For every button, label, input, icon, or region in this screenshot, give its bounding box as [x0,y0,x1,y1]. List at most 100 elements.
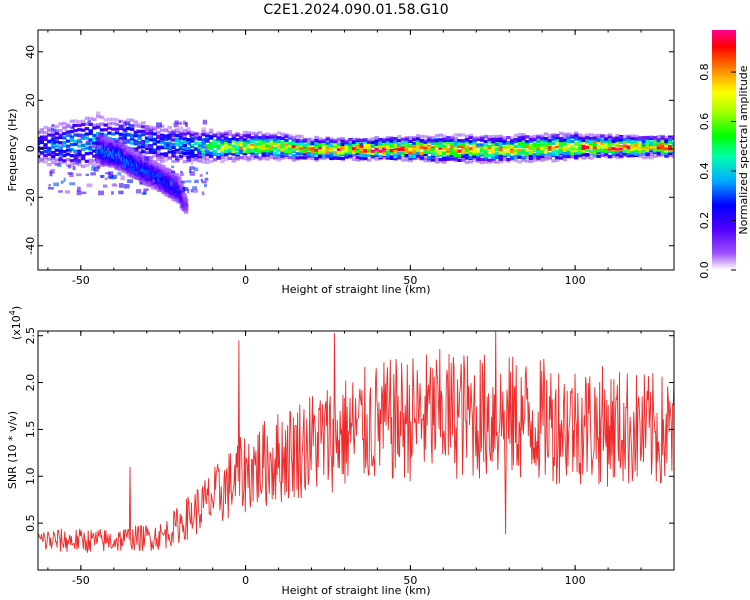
spectrogram-cell [446,138,451,142]
spectrogram-cell [656,143,662,147]
spectrogram-cell [96,131,101,136]
spectrogram-cell [144,131,150,135]
spectrogram-cell [58,152,63,156]
spectrogram-cell [160,128,165,132]
spectrogram-cell [528,156,534,160]
spectrogram-cell [54,136,59,140]
spectrogram-cell [367,142,372,146]
spectrogram-cell [190,158,195,162]
spectrogram-cell [167,145,172,149]
spectrogram-scatter-cell [73,151,76,155]
spectrogram-cell [62,159,67,163]
spectrogram-scatter-cell [185,122,188,127]
spectrogram-cell [318,155,323,159]
spectrogram-cell [600,138,605,142]
spectrogram-cell [385,150,391,154]
spectrogram-cell [547,152,552,156]
spectrogram-cell [374,147,379,151]
spectrogram-cell [111,132,116,136]
spectrogram-cell [374,153,379,158]
spectrogram-cell [453,145,458,149]
spectrogram-cell [163,152,169,156]
spectrogram-cell [385,136,391,140]
spectrogram-cell [449,149,455,153]
spectrogram-cell [382,151,387,155]
spectrogram-cell [615,144,620,149]
spectrogram-cell [374,142,379,146]
spectrogram-cell [536,144,541,148]
spectrogram-branch-cell [179,182,184,186]
spectrogram-cell [536,134,541,138]
spectrogram-cell [502,136,507,140]
spectrogram-scatter-cell [179,139,182,142]
spectrogram-cell [464,138,470,142]
spectrogram-cell [532,152,537,157]
spectrogram-cell [427,139,432,143]
spectrogram-cell [351,137,357,141]
spectrogram-scatter-cell [157,155,163,159]
spectrogram-cell [220,140,225,144]
spectrogram-cell [498,151,504,155]
spectrogram-cell [378,142,383,146]
spectrogram-cell [92,117,97,121]
spectrogram-cell [39,127,44,132]
spectrogram-cell [43,143,48,147]
spectrogram-cell [43,146,48,150]
spectrogram-cell [69,154,75,158]
spectrogram-cell [246,139,251,143]
spectrogram-scatter-cell [76,190,82,196]
spectrogram-cell [84,127,90,131]
spectrogram-cell [430,141,436,145]
spectrogram-cell [280,156,285,160]
spectrogram-cell [419,145,425,150]
spectrogram-scatter-cell [152,179,155,184]
spectrogram-cell [242,130,248,134]
spectrogram-cell [156,140,161,144]
spectrogram-cell [630,136,635,140]
spectrogram-scatter-cell [121,142,126,145]
spectrogram-cell [201,143,206,147]
spectrogram-cell [306,137,312,141]
snr-scale-exponent: 4 [8,310,17,315]
spectrogram-scatter-cell [93,133,96,138]
spectrogram-cell [461,147,466,151]
spectrogram-cell [543,146,549,150]
spectrogram-branch-cell [182,193,187,197]
spectrogram-cell [291,141,297,145]
spectrogram-cell [532,134,537,138]
spectrogram-cell [367,145,372,149]
spectrogram-scatter-cell [166,143,170,148]
spectrogram-scatter-cell [69,172,74,177]
spectrogram-cell [562,154,568,158]
spectrogram-cell [461,133,466,137]
spectrogram-scatter-cell [126,132,132,137]
spectrogram-cell [242,134,248,138]
spectrogram-cell [208,128,214,132]
spectrogram-cell [446,155,451,159]
spectrogram-cell [205,153,210,157]
spectrogram-cell [653,136,658,140]
spectrogram-ylabel: Frequency (Hz) [6,109,19,192]
spectrogram-cell [261,136,266,141]
spectrogram-cell [430,154,436,158]
spectrogram-cell [47,157,52,161]
spectrogram-cell [393,139,398,144]
spectrogram-scatter-cell [187,189,190,194]
spectrogram-cell [265,135,270,139]
spectrogram-scatter-cell [121,163,127,169]
spectrogram-cell [453,157,458,161]
spectrogram-cell [38,145,41,149]
spectrogram-cell [645,135,650,139]
spectrogram-cell [182,128,187,133]
spectrogram-cell [246,150,251,154]
spectrogram-cell [502,138,507,142]
spectrogram-cell [521,149,526,153]
spectrogram-cell [630,134,635,138]
spectrogram-ytick-label: -20 [24,188,37,206]
spectrogram-cell [318,140,323,144]
spectrogram-cell [483,143,488,147]
spectrogram-scatter-cell [109,176,114,179]
spectrogram-cell [280,154,285,158]
spectrogram-cell [551,133,556,137]
spectrogram-cell [536,149,541,153]
